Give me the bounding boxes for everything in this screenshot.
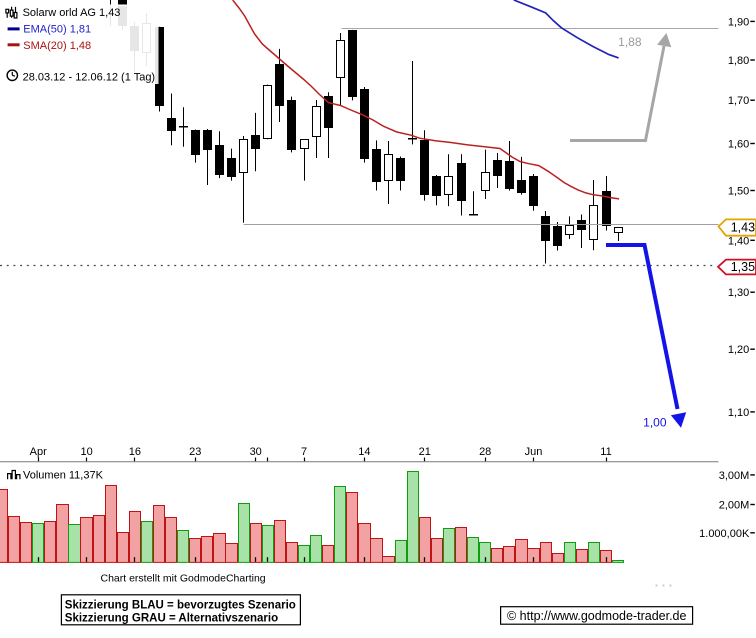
svg-text:7: 7 (301, 446, 307, 458)
svg-text:16: 16 (129, 446, 141, 458)
svg-text:1,43: 1,43 (731, 220, 755, 234)
svg-text:1,70: 1,70 (728, 95, 749, 107)
svg-text:2,00M: 2,00M (719, 500, 750, 512)
svg-text:1,40: 1,40 (728, 235, 749, 247)
svg-text:Skizzierung GRAU = Alternativs: Skizzierung GRAU = Alternativszenario (65, 612, 278, 624)
svg-text:SMA(20) 1,48: SMA(20) 1,48 (23, 40, 91, 52)
svg-text:Volumen 11,37K: Volumen 11,37K (23, 470, 104, 482)
svg-text:23: 23 (189, 446, 201, 458)
svg-text:1,00: 1,00 (643, 416, 667, 430)
svg-text:14: 14 (358, 446, 370, 458)
svg-text:1,80: 1,80 (728, 55, 749, 67)
svg-text:1,35: 1,35 (731, 260, 755, 274)
svg-text:EMA(50) 1,81: EMA(50) 1,81 (23, 24, 91, 36)
svg-text:1,20: 1,20 (728, 344, 749, 356)
svg-text:28.03.12 - 12.06.12 (1 Tag): 28.03.12 - 12.06.12 (1 Tag) (23, 72, 156, 84)
svg-text:1.000,00K: 1.000,00K (699, 528, 750, 540)
svg-text:1,90: 1,90 (728, 16, 749, 28)
svg-text:1,10: 1,10 (728, 407, 749, 419)
svg-text:Jun: Jun (525, 446, 543, 458)
svg-text:© http://www.godmode-trader.de: © http://www.godmode-trader.de (507, 609, 686, 623)
svg-text:1,60: 1,60 (728, 139, 749, 151)
svg-text:30: 30 (250, 446, 262, 458)
svg-text:1,50: 1,50 (728, 186, 749, 198)
svg-text:28: 28 (479, 446, 491, 458)
svg-text:1,30: 1,30 (728, 287, 749, 299)
svg-text:3,00M: 3,00M (719, 470, 750, 482)
svg-text:10: 10 (80, 446, 92, 458)
svg-text:Chart erstellt mit GodmodeChar: Chart erstellt mit GodmodeCharting (101, 573, 266, 585)
svg-text:1,88: 1,88 (618, 35, 642, 49)
svg-text:11: 11 (600, 446, 611, 458)
svg-text:Solarw orld AG 1,43: Solarw orld AG 1,43 (23, 7, 121, 19)
svg-text:Skizzierung BLAU = bevorzugtes: Skizzierung BLAU = bevorzugtes Szenario (65, 599, 296, 611)
svg-text:Apr: Apr (30, 446, 47, 458)
svg-text:21: 21 (419, 446, 431, 458)
